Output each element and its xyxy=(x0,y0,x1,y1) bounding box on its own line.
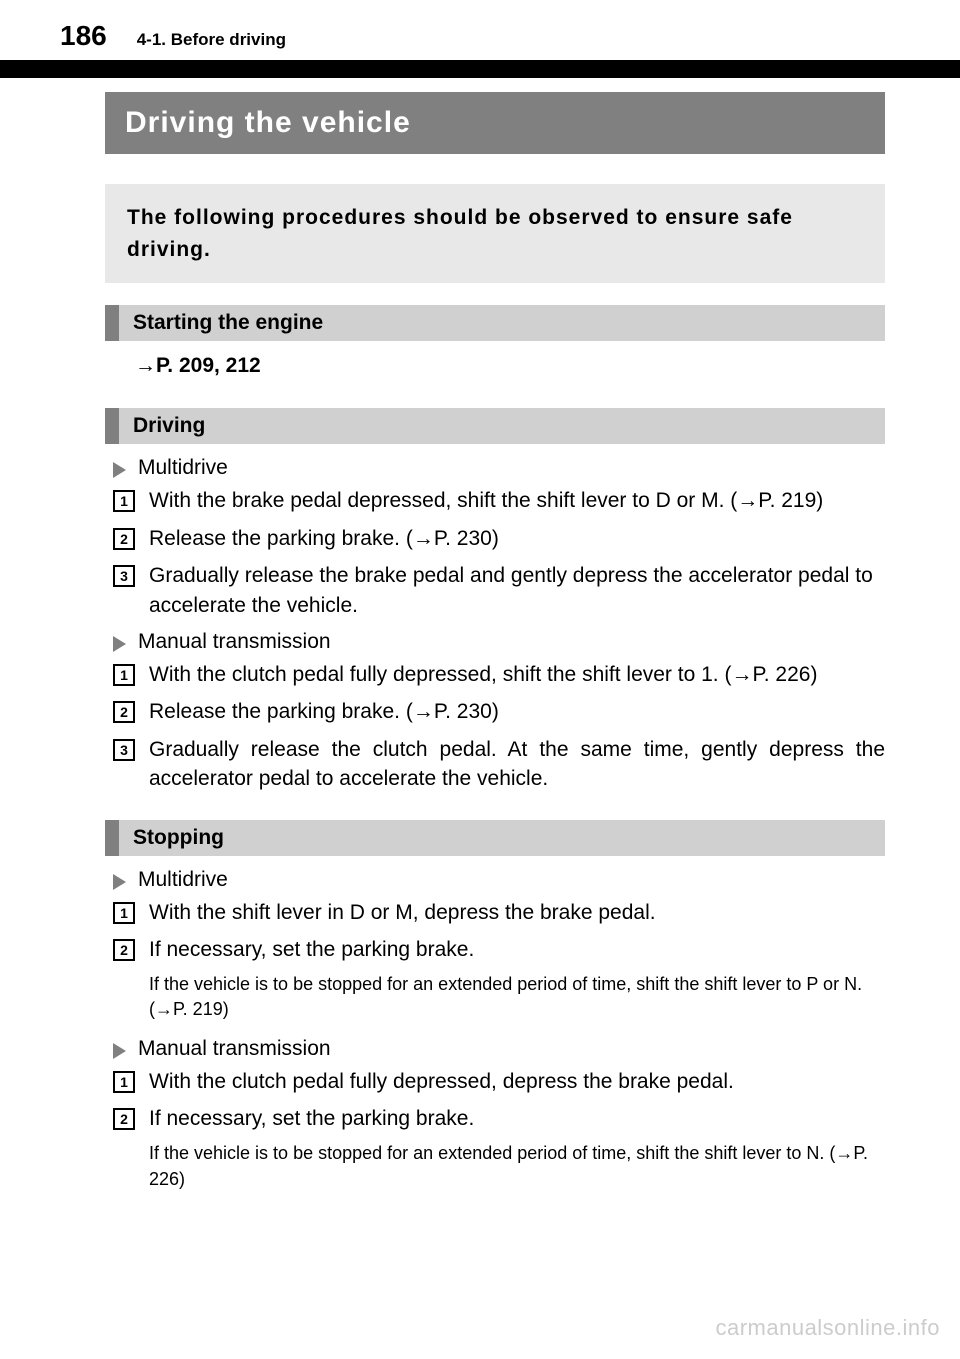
step-row: 1 With the brake pedal depressed, shift … xyxy=(105,482,885,519)
step-row: 2 If necessary, set the parking brake. xyxy=(105,1100,885,1137)
step-number-icon: 2 xyxy=(113,701,135,723)
step-text: With the clutch pedal fully depressed, s… xyxy=(149,660,885,689)
step-row: 2 If necessary, set the parking brake. xyxy=(105,931,885,968)
step-text: With the shift lever in D or M, depress … xyxy=(149,898,885,927)
intro-box: The following procedures should be obser… xyxy=(105,184,885,283)
step-text: With the brake pedal depressed, shift th… xyxy=(149,486,885,515)
subhead-multidrive: Multidrive xyxy=(105,862,885,894)
subhead-manual: Manual transmission xyxy=(105,624,885,656)
note-text: If the vehicle is to be stopped for an e… xyxy=(105,1137,885,1199)
heading-tab xyxy=(105,408,119,444)
subhead-label: Manual transmission xyxy=(138,630,331,654)
heading-tab xyxy=(105,305,119,341)
step-row: 1 With the clutch pedal fully depressed,… xyxy=(105,1063,885,1100)
subhead-label: Multidrive xyxy=(138,868,228,892)
heading-text: Stopping xyxy=(119,820,885,856)
step-number-icon: 3 xyxy=(113,565,135,587)
step-text: If necessary, set the parking brake. xyxy=(149,935,885,964)
step-row: 1 With the clutch pedal fully depressed,… xyxy=(105,656,885,693)
step-number-icon: 2 xyxy=(113,939,135,961)
manual-page: 186 4-1. Before driving Driving the vehi… xyxy=(0,0,960,1359)
step-number-icon: 2 xyxy=(113,1108,135,1130)
step-text: Gradually release the brake pedal and ge… xyxy=(149,561,885,620)
section-heading-driving: Driving xyxy=(105,408,885,444)
step-row: 1 With the shift lever in D or M, depres… xyxy=(105,894,885,931)
triangle-icon xyxy=(113,462,126,478)
step-row: 2 Release the parking brake. (→P. 230) xyxy=(105,520,885,557)
step-text: With the clutch pedal fully depressed, d… xyxy=(149,1067,885,1096)
step-row: 3 Gradually release the brake pedal and … xyxy=(105,557,885,624)
step-text: Gradually release the clutch pedal. At t… xyxy=(149,735,885,794)
step-text: Release the parking brake. (→P. 230) xyxy=(149,524,885,553)
starting-ref: →P. 209, 212 xyxy=(105,341,885,386)
triangle-icon xyxy=(113,636,126,652)
subhead-multidrive: Multidrive xyxy=(105,450,885,482)
step-number-icon: 1 xyxy=(113,902,135,924)
section-heading-stopping: Stopping xyxy=(105,820,885,856)
section-heading-starting: Starting the engine xyxy=(105,305,885,341)
step-number-icon: 2 xyxy=(113,528,135,550)
page-title: Driving the vehicle xyxy=(105,92,885,154)
heading-text: Driving xyxy=(119,408,885,444)
header-divider xyxy=(0,60,960,78)
page-content: Driving the vehicle The following proced… xyxy=(0,92,960,1200)
step-number-icon: 3 xyxy=(113,739,135,761)
step-row: 2 Release the parking brake. (→P. 230) xyxy=(105,693,885,730)
watermark: carmanualsonline.info xyxy=(715,1315,940,1341)
subhead-label: Multidrive xyxy=(138,456,228,480)
step-number-icon: 1 xyxy=(113,664,135,686)
subhead-label: Manual transmission xyxy=(138,1037,331,1061)
page-header: 186 4-1. Before driving xyxy=(0,0,960,60)
heading-text: Starting the engine xyxy=(119,305,885,341)
step-number-icon: 1 xyxy=(113,1071,135,1093)
page-number: 186 xyxy=(60,20,107,52)
step-number-icon: 1 xyxy=(113,490,135,512)
note-text: If the vehicle is to be stopped for an e… xyxy=(105,968,885,1030)
subhead-manual: Manual transmission xyxy=(105,1031,885,1063)
triangle-icon xyxy=(113,1043,126,1059)
section-label: 4-1. Before driving xyxy=(137,30,286,50)
triangle-icon xyxy=(113,874,126,890)
step-text: Release the parking brake. (→P. 230) xyxy=(149,697,885,726)
step-row: 3 Gradually release the clutch pedal. At… xyxy=(105,731,885,798)
step-text: If necessary, set the parking brake. xyxy=(149,1104,885,1133)
heading-tab xyxy=(105,820,119,856)
